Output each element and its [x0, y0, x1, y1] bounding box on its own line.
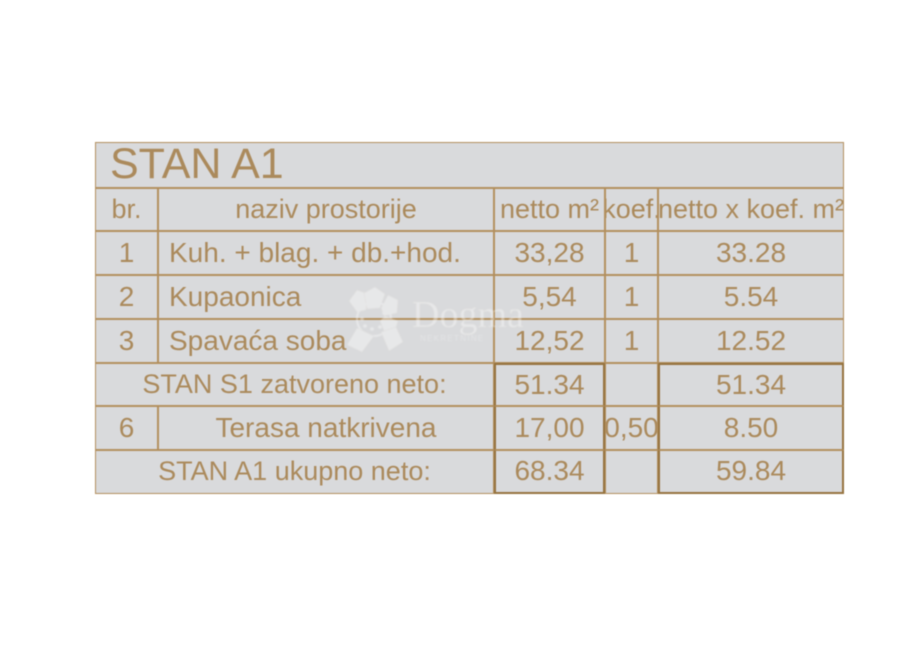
svg-text:Dogma: Dogma — [412, 294, 524, 336]
svg-text:NEKRETNINE: NEKRETNINE — [420, 334, 485, 343]
